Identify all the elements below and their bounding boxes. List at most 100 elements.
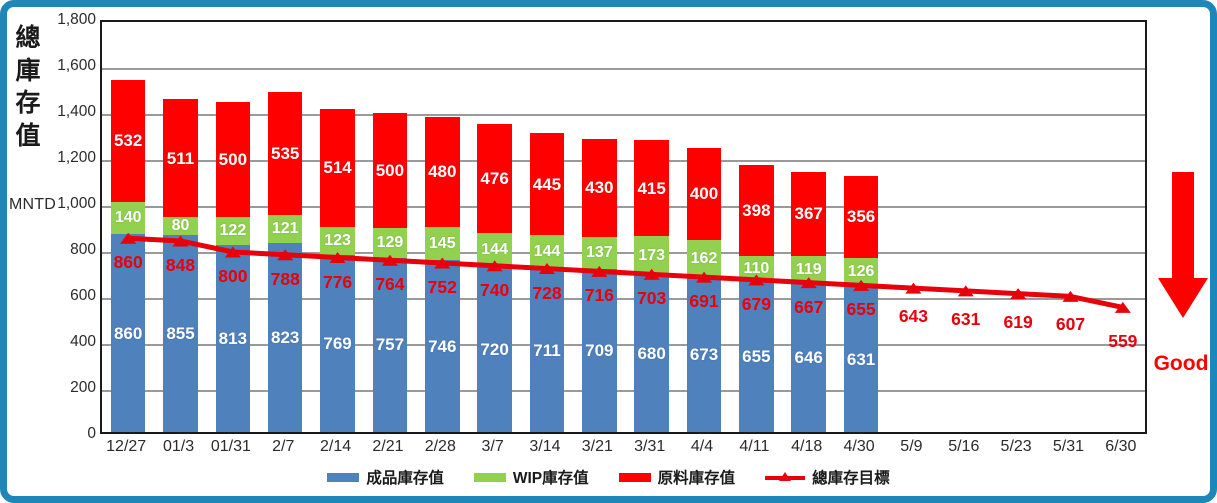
target-value-label: 559 <box>1108 331 1138 352</box>
bar-segment: 126 <box>843 257 879 287</box>
bar-segment: 535 <box>267 91 303 215</box>
bar-segment-label: 145 <box>428 234 456 252</box>
target-value-label: 679 <box>741 293 771 314</box>
x-axis-tick-label: 2/14 <box>319 438 352 455</box>
bar-segment: 137 <box>582 237 617 269</box>
bar-segment: 757 <box>372 257 408 432</box>
bar-segment-label: 137 <box>585 244 613 262</box>
target-line-marker <box>277 249 294 261</box>
bar-segment-label: 430 <box>585 178 614 198</box>
x-axis-tick-label: 6/30 <box>1105 438 1137 455</box>
legend-item[interactable]: 成品庫存值 <box>327 466 444 488</box>
gridline <box>102 68 1145 70</box>
bar-segment: 400 <box>686 147 722 240</box>
bar-stack: 646 119 367 <box>791 171 826 432</box>
bar-segment: 860 <box>110 234 146 432</box>
x-axis-tick-label: 3/31 <box>634 438 666 455</box>
legend-item[interactable]: 原料庫存值 <box>618 466 736 488</box>
bar-stack: 673 162 400 <box>686 147 722 432</box>
bar-segment: 80 <box>163 216 198 236</box>
target-line-marker <box>853 279 870 291</box>
target-value-label: 848 <box>165 254 196 275</box>
bar-segment-label: 860 <box>113 323 143 343</box>
bar-segment: 746 <box>424 260 460 432</box>
bar-stack: 711 144 445 <box>529 133 565 432</box>
target-value-label: 703 <box>637 288 667 309</box>
target-value-label: 752 <box>427 277 457 298</box>
legend-label: 原料庫存值 <box>657 470 736 487</box>
bar-segment: 162 <box>686 239 722 278</box>
bar-segment: 476 <box>477 123 512 234</box>
legend-item[interactable]: WIP庫存值 <box>473 466 589 488</box>
target-line-marker <box>1062 290 1079 302</box>
chart-legend: 成品庫存值 WIP庫存值 原料庫存值 總庫存目標 <box>0 466 1217 488</box>
target-line-marker <box>748 274 765 286</box>
bar-segment-label: 144 <box>481 240 508 258</box>
y-axis-title-char: 庫 <box>15 56 41 85</box>
target-line-marker <box>434 257 451 269</box>
target-value-label: 716 <box>584 285 614 306</box>
bar-segment: 855 <box>163 235 198 432</box>
bar-stack: 769 123 514 <box>320 108 355 432</box>
bar-segment: 500 <box>215 101 251 217</box>
x-axis-tick-label: 3/14 <box>529 438 561 455</box>
bar-segment-label: 110 <box>743 259 770 277</box>
legend-swatch-icon <box>473 472 506 482</box>
bar-segment-label: 631 <box>846 349 876 369</box>
bar-segment-label: 514 <box>323 158 352 178</box>
bar-segment-label: 746 <box>428 336 457 356</box>
legend-label: 成品庫存值 <box>366 470 444 487</box>
bar-segment: 711 <box>529 268 565 432</box>
bar-stack: 720 144 476 <box>477 123 512 432</box>
bar-stack: 746 145 480 <box>424 116 460 432</box>
bar-segment: 140 <box>110 202 146 235</box>
bar-segment-label: 720 <box>480 339 509 359</box>
bar-stack: 855 80 511 <box>163 99 198 432</box>
target-line-marker <box>1114 301 1131 313</box>
bar-segment: 511 <box>163 99 198 217</box>
bar-segment-label: 500 <box>375 161 405 181</box>
bar-stack: 823 121 535 <box>267 91 303 432</box>
target-value-label: 776 <box>322 271 353 292</box>
target-line-marker <box>591 265 608 277</box>
target-line-marker <box>643 268 660 280</box>
good-direction-arrow-icon <box>1158 172 1208 318</box>
bar-segment: 445 <box>529 133 565 236</box>
x-axis-tick-label: 2/21 <box>372 438 404 455</box>
bar-segment-label: 711 <box>533 340 561 360</box>
bar-segment: 119 <box>791 256 826 284</box>
legend-label: 總庫存目標 <box>812 470 890 487</box>
x-axis-tick-label: 01/31 <box>210 438 251 455</box>
y-axis-title-char: 值 <box>15 121 41 150</box>
good-label: Good <box>1153 352 1209 375</box>
bar-stack: 680 173 415 <box>634 140 669 432</box>
bar-stack: 757 129 500 <box>372 113 408 432</box>
bar-segment-label: 121 <box>271 219 299 237</box>
target-value-label: 667 <box>794 296 824 317</box>
bar-segment: 813 <box>215 245 251 432</box>
target-line-marker <box>120 232 137 244</box>
legend-swatch-icon <box>618 472 651 482</box>
bar-segment-label: 162 <box>690 249 718 267</box>
x-axis-tick-label: 3/7 <box>481 438 504 455</box>
gridline <box>102 114 1145 116</box>
target-line-marker <box>538 263 555 275</box>
bar-segment: 646 <box>791 283 826 432</box>
x-axis-tick-label: 01/3 <box>162 438 195 455</box>
y-axis-unit-label: MNTD <box>9 196 57 213</box>
bar-stack: 813 122 500 <box>215 101 251 432</box>
x-axis-tick-label: 5/9 <box>900 438 923 455</box>
target-line-marker <box>172 235 189 247</box>
y-axis-tick-labels: 0 200 400 600 800 1,000 1,200 1,400 1,600 1,800 <box>0 0 96 503</box>
bar-segment-label: 655 <box>742 347 771 367</box>
target-line-marker <box>329 252 346 264</box>
target-line-marker <box>800 277 817 289</box>
bar-segment-label: 813 <box>218 329 248 348</box>
target-line-marker <box>224 246 241 258</box>
gridline <box>102 206 1145 208</box>
bar-segment: 709 <box>582 268 617 432</box>
x-axis-tick-labels: 12/27 01/3 01/31 2/7 2/14 2/21 2/28 3/7 3/14 3/21… <box>100 438 1147 464</box>
legend-item[interactable]: 總庫存目標 <box>765 466 890 488</box>
bar-segment-label: 126 <box>847 263 875 281</box>
bar-segment-label: 80 <box>171 217 190 235</box>
